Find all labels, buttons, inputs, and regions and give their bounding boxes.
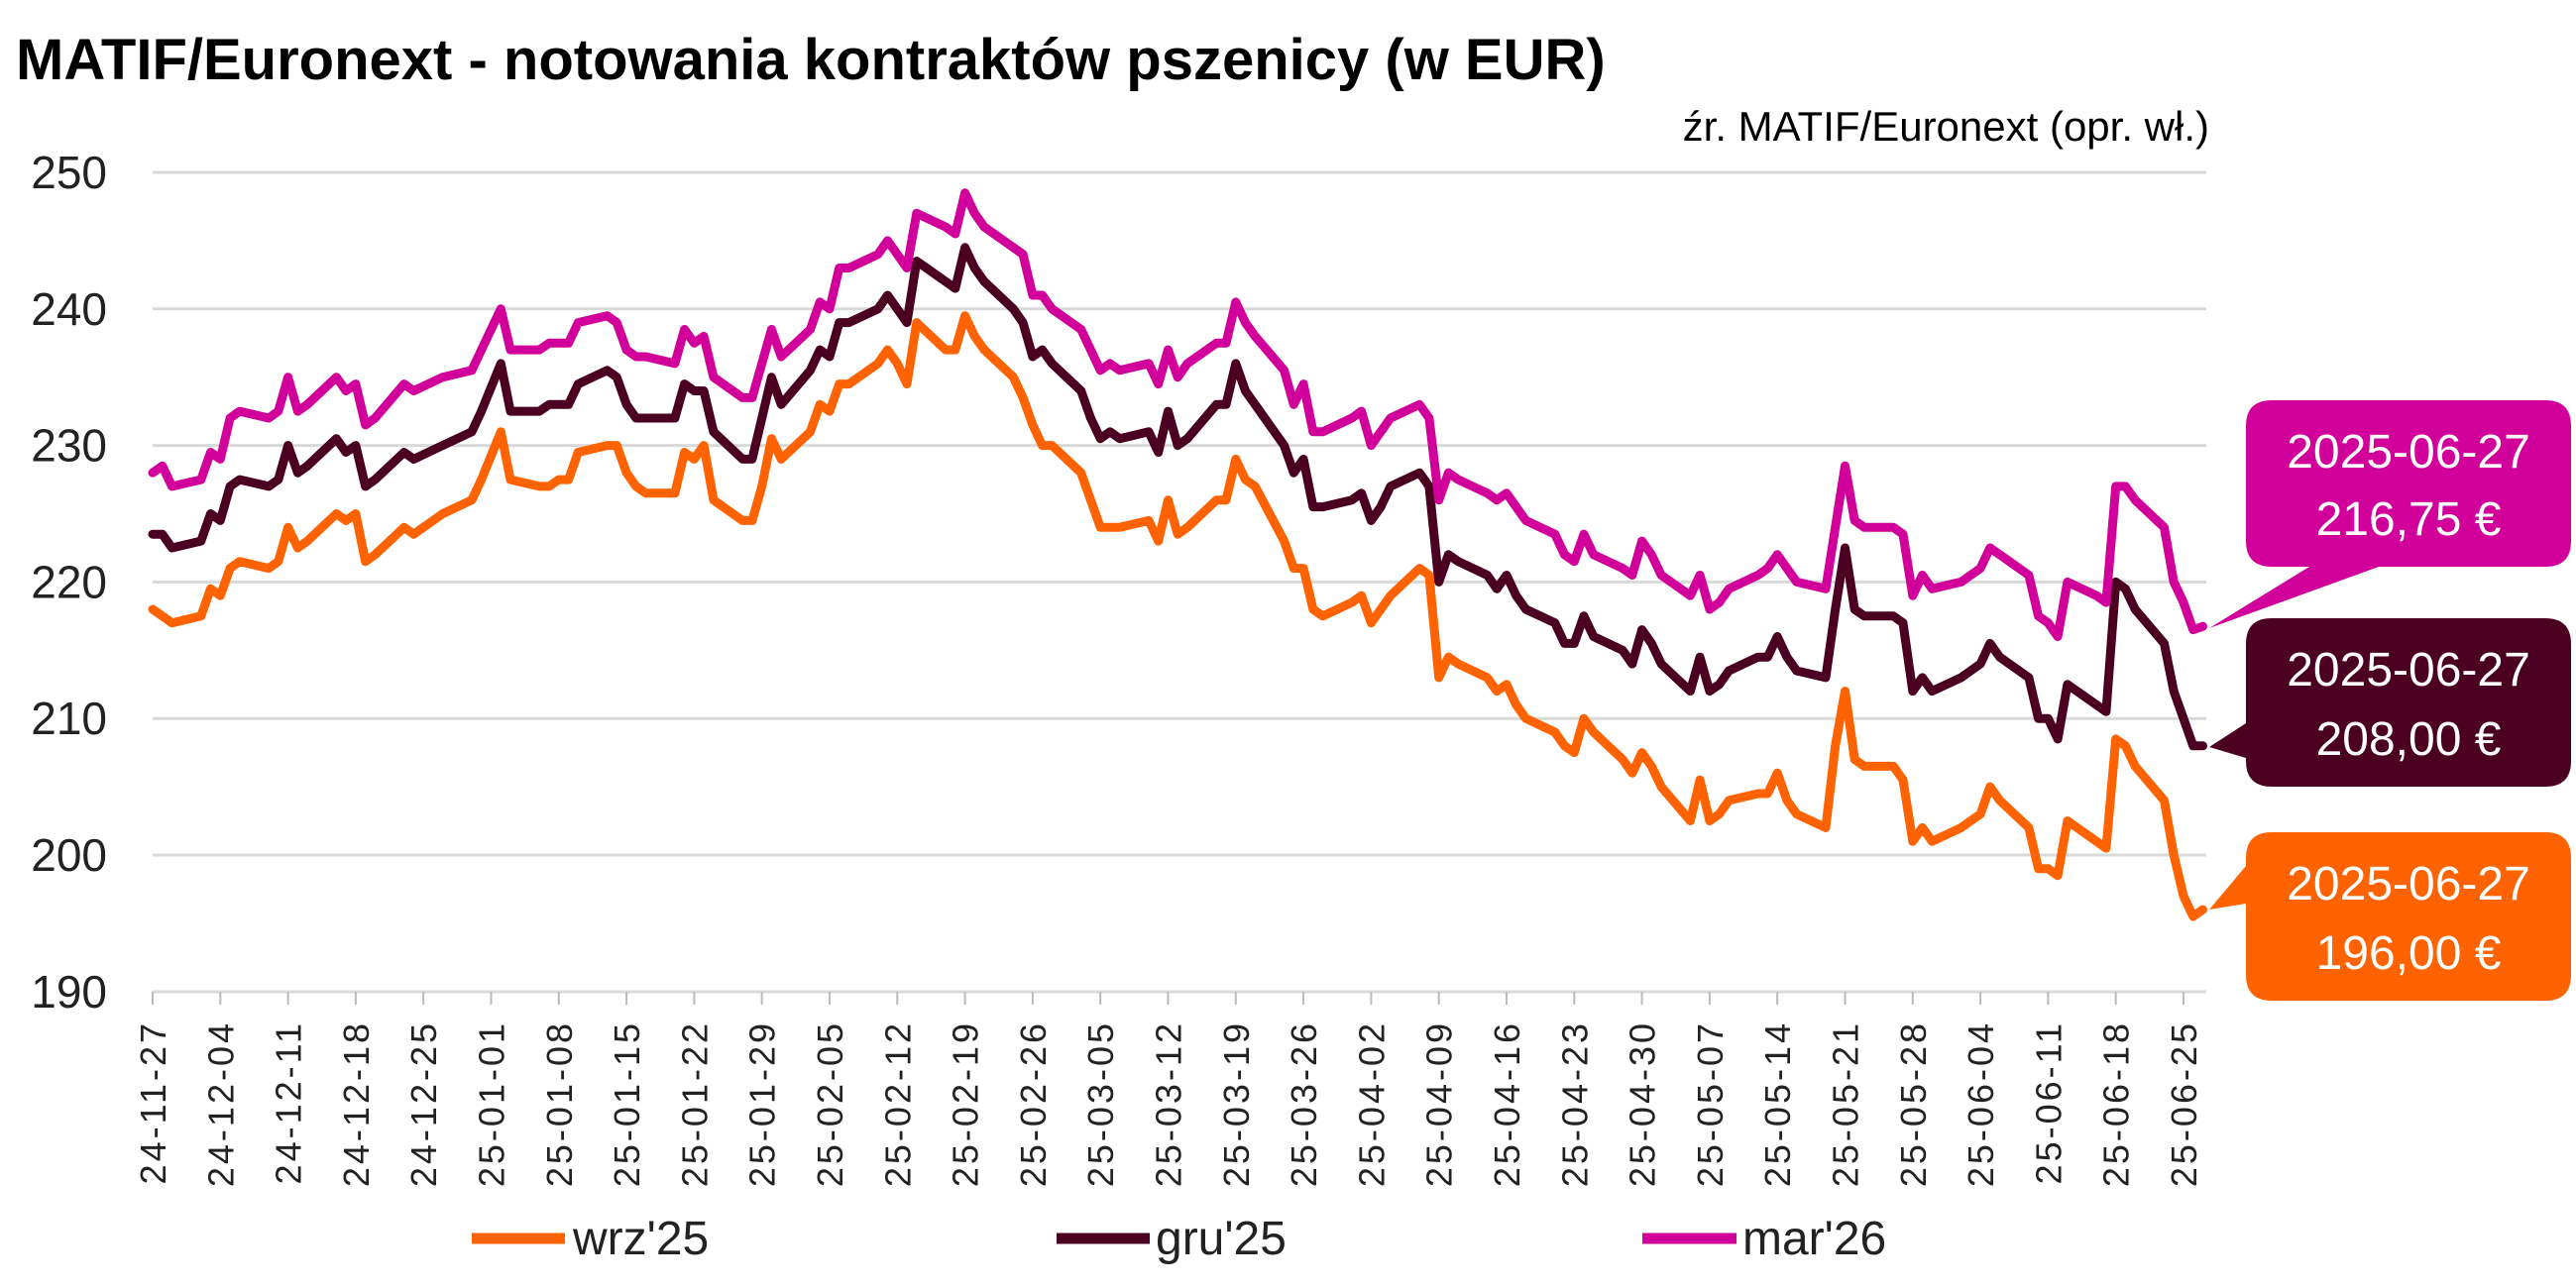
x-tick-label: 25-02-05: [810, 1020, 850, 1187]
legend-label-gru25: gru'25: [1156, 1213, 1287, 1265]
callout-date-mar26: 2025-06-27: [2287, 426, 2530, 479]
callout-date-gru25: 2025-06-27: [2287, 644, 2530, 697]
callout-bubble-gru25: [2209, 618, 2571, 787]
y-tick-label: 230: [31, 420, 107, 472]
legend-label-mar26: mar'26: [1742, 1213, 1886, 1265]
y-tick-label: 250: [31, 147, 107, 198]
x-tick-label: 24-12-25: [403, 1020, 444, 1187]
x-tick-label: 24-12-18: [336, 1020, 377, 1187]
x-tick-label: 25-01-22: [674, 1020, 715, 1187]
x-tick-label: 25-03-26: [1284, 1020, 1324, 1187]
callout-value-mar26: 216,75 €: [2316, 493, 2502, 546]
x-tick-label: 24-11-27: [133, 1020, 173, 1184]
y-tick-label: 240: [31, 283, 107, 335]
x-tick-label: 25-04-16: [1487, 1020, 1527, 1187]
x-tick-label: 25-03-19: [1216, 1020, 1257, 1187]
x-tick-label: 24-12-11: [269, 1020, 309, 1184]
x-tick-label: 25-03-05: [1080, 1020, 1121, 1187]
callout-wrz25: 2025-06-27 196,00 €: [2209, 832, 2571, 1001]
legend: wrz'25 gru'25 mar'26: [472, 1213, 1886, 1265]
callout-bubble-wrz25: [2209, 832, 2571, 1001]
x-tick-label: 25-05-21: [1825, 1020, 1865, 1187]
legend-label-wrz25: wrz'25: [572, 1213, 709, 1265]
x-tick-label: 25-04-02: [1351, 1020, 1392, 1187]
x-tick-label: 25-05-07: [1690, 1020, 1731, 1187]
series-line-mar26: [148, 188, 2207, 641]
x-tick-label: 25-01-01: [471, 1020, 511, 1187]
x-tick-label: 24-12-04: [200, 1020, 241, 1187]
callout-date-wrz25: 2025-06-27: [2287, 858, 2530, 911]
series-lines: [148, 188, 2207, 921]
x-tick-label: 25-04-23: [1554, 1020, 1595, 1187]
y-axis-ticks: 190 200 210 220 230 240 250: [31, 147, 107, 1018]
callout-gru25: 2025-06-27 208,00 €: [2209, 618, 2571, 787]
x-tick-label: 25-06-11: [2028, 1020, 2069, 1184]
x-tick-label: 25-01-29: [742, 1020, 783, 1187]
gridlines: [153, 170, 2206, 857]
x-tick-label: 25-02-26: [1013, 1020, 1054, 1187]
x-tick-label: 25-02-12: [877, 1020, 918, 1187]
x-tick-label: 25-04-30: [1623, 1020, 1663, 1187]
x-tick-label: 25-02-19: [946, 1020, 986, 1187]
callout-value-gru25: 208,00 €: [2316, 713, 2502, 766]
y-tick-label: 200: [31, 829, 107, 881]
chart-title: MATIF/Euronext - notowania kontraktów ps…: [16, 28, 1606, 92]
x-tick-label: 25-05-28: [1893, 1020, 1934, 1187]
x-tick-label: 25-06-25: [2164, 1020, 2204, 1187]
y-tick-label: 190: [31, 966, 107, 1018]
callout-bubble-mar26: [2209, 400, 2571, 628]
x-axis-ticks: 24-11-27 24-12-04 24-12-11 24-12-18 24-12-25…: [133, 992, 2204, 1187]
x-tick-label: 25-01-08: [539, 1020, 580, 1187]
x-tick-label: 25-06-18: [2096, 1020, 2137, 1187]
y-tick-label: 220: [31, 556, 107, 607]
callout-value-wrz25: 196,00 €: [2316, 927, 2502, 980]
x-tick-label: 25-04-09: [1419, 1020, 1460, 1187]
y-tick-label: 210: [31, 693, 107, 744]
x-tick-label: 25-01-15: [607, 1020, 647, 1187]
chart-source: źr. MATIF/Euronext (opr. wł.): [1683, 103, 2209, 150]
series-line-gru25: [148, 243, 2207, 751]
x-tick-label: 25-06-04: [1960, 1020, 2001, 1187]
series-line-wrz25: [148, 311, 2207, 921]
x-tick-label: 25-03-12: [1148, 1020, 1188, 1187]
callout-mar26: 2025-06-27 216,75 €: [2209, 400, 2571, 628]
x-tick-label: 25-05-14: [1757, 1020, 1798, 1187]
